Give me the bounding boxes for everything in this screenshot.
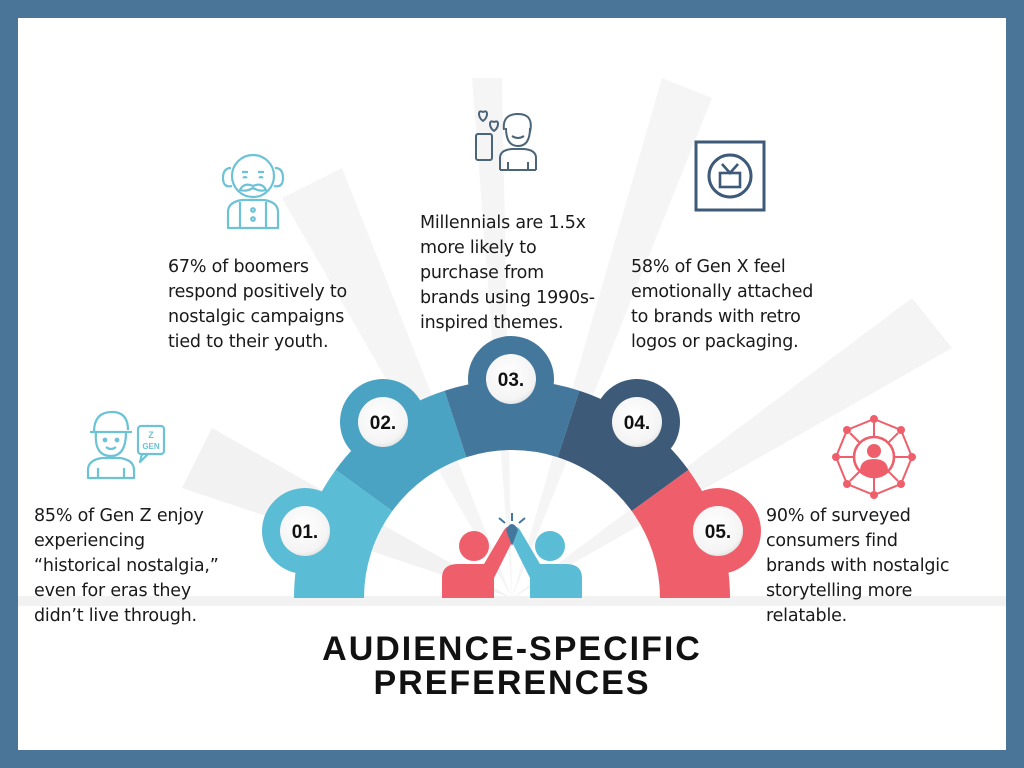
- svg-text:Z: Z: [148, 430, 154, 440]
- high-five-icon: [442, 513, 582, 598]
- label-01: 01.: [280, 506, 330, 556]
- label-04: 04.: [612, 397, 662, 447]
- infographic-panel: 01. 02. 03. 04. 05.: [18, 18, 1006, 750]
- stat-text-02: 67% of boomers respond positively to nos…: [168, 257, 348, 352]
- label-03: 03.: [486, 354, 536, 404]
- network-person-icon: [832, 415, 916, 499]
- svg-text:04.: 04.: [624, 413, 650, 434]
- old-man-mustache-icon: [221, 153, 285, 230]
- millennial-phone-hearts-icon: [475, 110, 537, 171]
- page-title: AUDIENCE-SPECIFIC PREFERENCES: [322, 630, 702, 702]
- stat-text-01: 85% of Gen Z enjoy experiencing “histori…: [34, 506, 219, 626]
- retro-tv-icon: [694, 140, 766, 212]
- label-05: 05.: [693, 506, 743, 556]
- stat-text-03: Millennials are 1.5x more likely to purc…: [420, 213, 595, 333]
- gen-z-person-icon: Z GEN: [86, 410, 166, 480]
- svg-text:05.: 05.: [705, 522, 731, 543]
- segmented-arc: 01. 02. 03. 04. 05.: [262, 336, 761, 598]
- svg-text:02.: 02.: [370, 413, 396, 434]
- svg-text:GEN: GEN: [142, 442, 160, 451]
- stat-text-04: 58% of Gen X feel emotionally attached t…: [631, 257, 814, 352]
- stat-text-05: 90% of surveyed consumers find brands wi…: [766, 506, 950, 626]
- svg-text:01.: 01.: [292, 522, 318, 543]
- label-02: 02.: [358, 397, 408, 447]
- svg-text:03.: 03.: [498, 370, 524, 391]
